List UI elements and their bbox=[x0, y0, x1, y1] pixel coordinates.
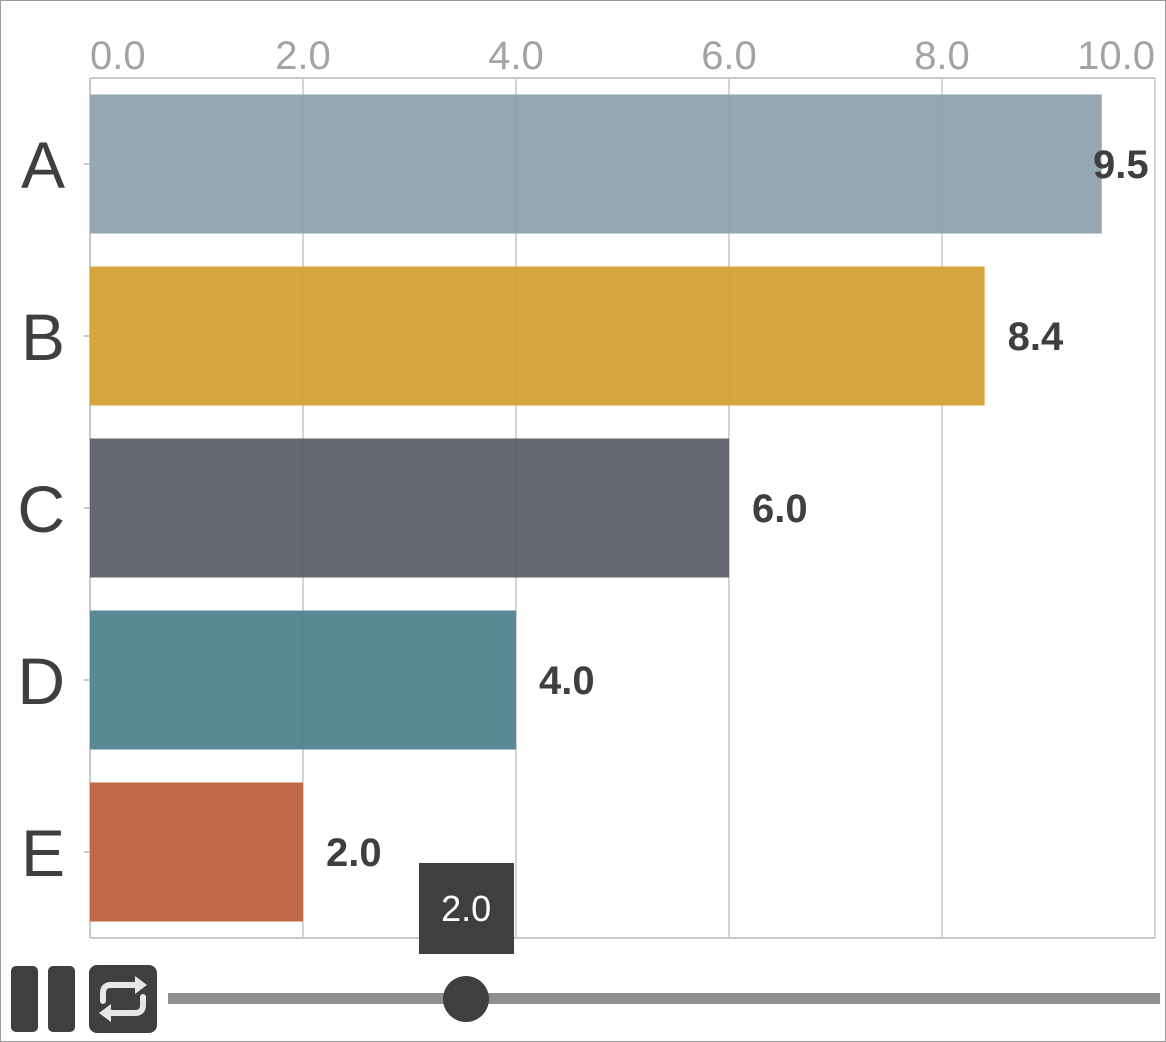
bar-D bbox=[90, 610, 516, 750]
bar-chart: 0.0 2.0 4.0 6.0 8.0 10.0 A 9.5 B 8.4 C 6.0 D 4.0 E 2.0 bbox=[17, 34, 1156, 939]
y-tick-label-A: A bbox=[21, 128, 65, 202]
bar-E bbox=[90, 782, 303, 922]
slider-tooltip: 2.0 bbox=[418, 863, 514, 954]
value-label-A: 9.5 bbox=[1093, 143, 1149, 187]
y-tick-label-C: C bbox=[17, 472, 65, 546]
bar-B bbox=[90, 266, 985, 406]
x-tick-label-1: 2.0 bbox=[275, 34, 331, 78]
repeat-icon bbox=[99, 976, 147, 1022]
y-tick-label-B: B bbox=[21, 300, 65, 374]
x-tick-label-4: 8.0 bbox=[914, 34, 970, 78]
y-tick-label-E: E bbox=[21, 816, 65, 890]
bar-A bbox=[90, 94, 1102, 234]
value-label-C: 6.0 bbox=[752, 487, 808, 531]
x-tick-label-2: 4.0 bbox=[488, 34, 544, 78]
bar-C bbox=[90, 438, 729, 578]
value-label-D: 4.0 bbox=[539, 659, 595, 703]
x-tick-label-3: 6.0 bbox=[701, 34, 757, 78]
value-label-E: 2.0 bbox=[326, 831, 382, 875]
x-tick-label-0: 0.0 bbox=[90, 34, 146, 78]
pause-button[interactable] bbox=[11, 966, 77, 1032]
y-tick-label-D: D bbox=[17, 644, 65, 718]
timeline-slider[interactable] bbox=[168, 993, 1160, 1004]
value-label-B: 8.4 bbox=[1008, 315, 1064, 359]
x-tick-label-5: 10.0 bbox=[1077, 34, 1155, 78]
slider-handle[interactable] bbox=[442, 976, 489, 1022]
loop-button[interactable] bbox=[89, 965, 157, 1033]
